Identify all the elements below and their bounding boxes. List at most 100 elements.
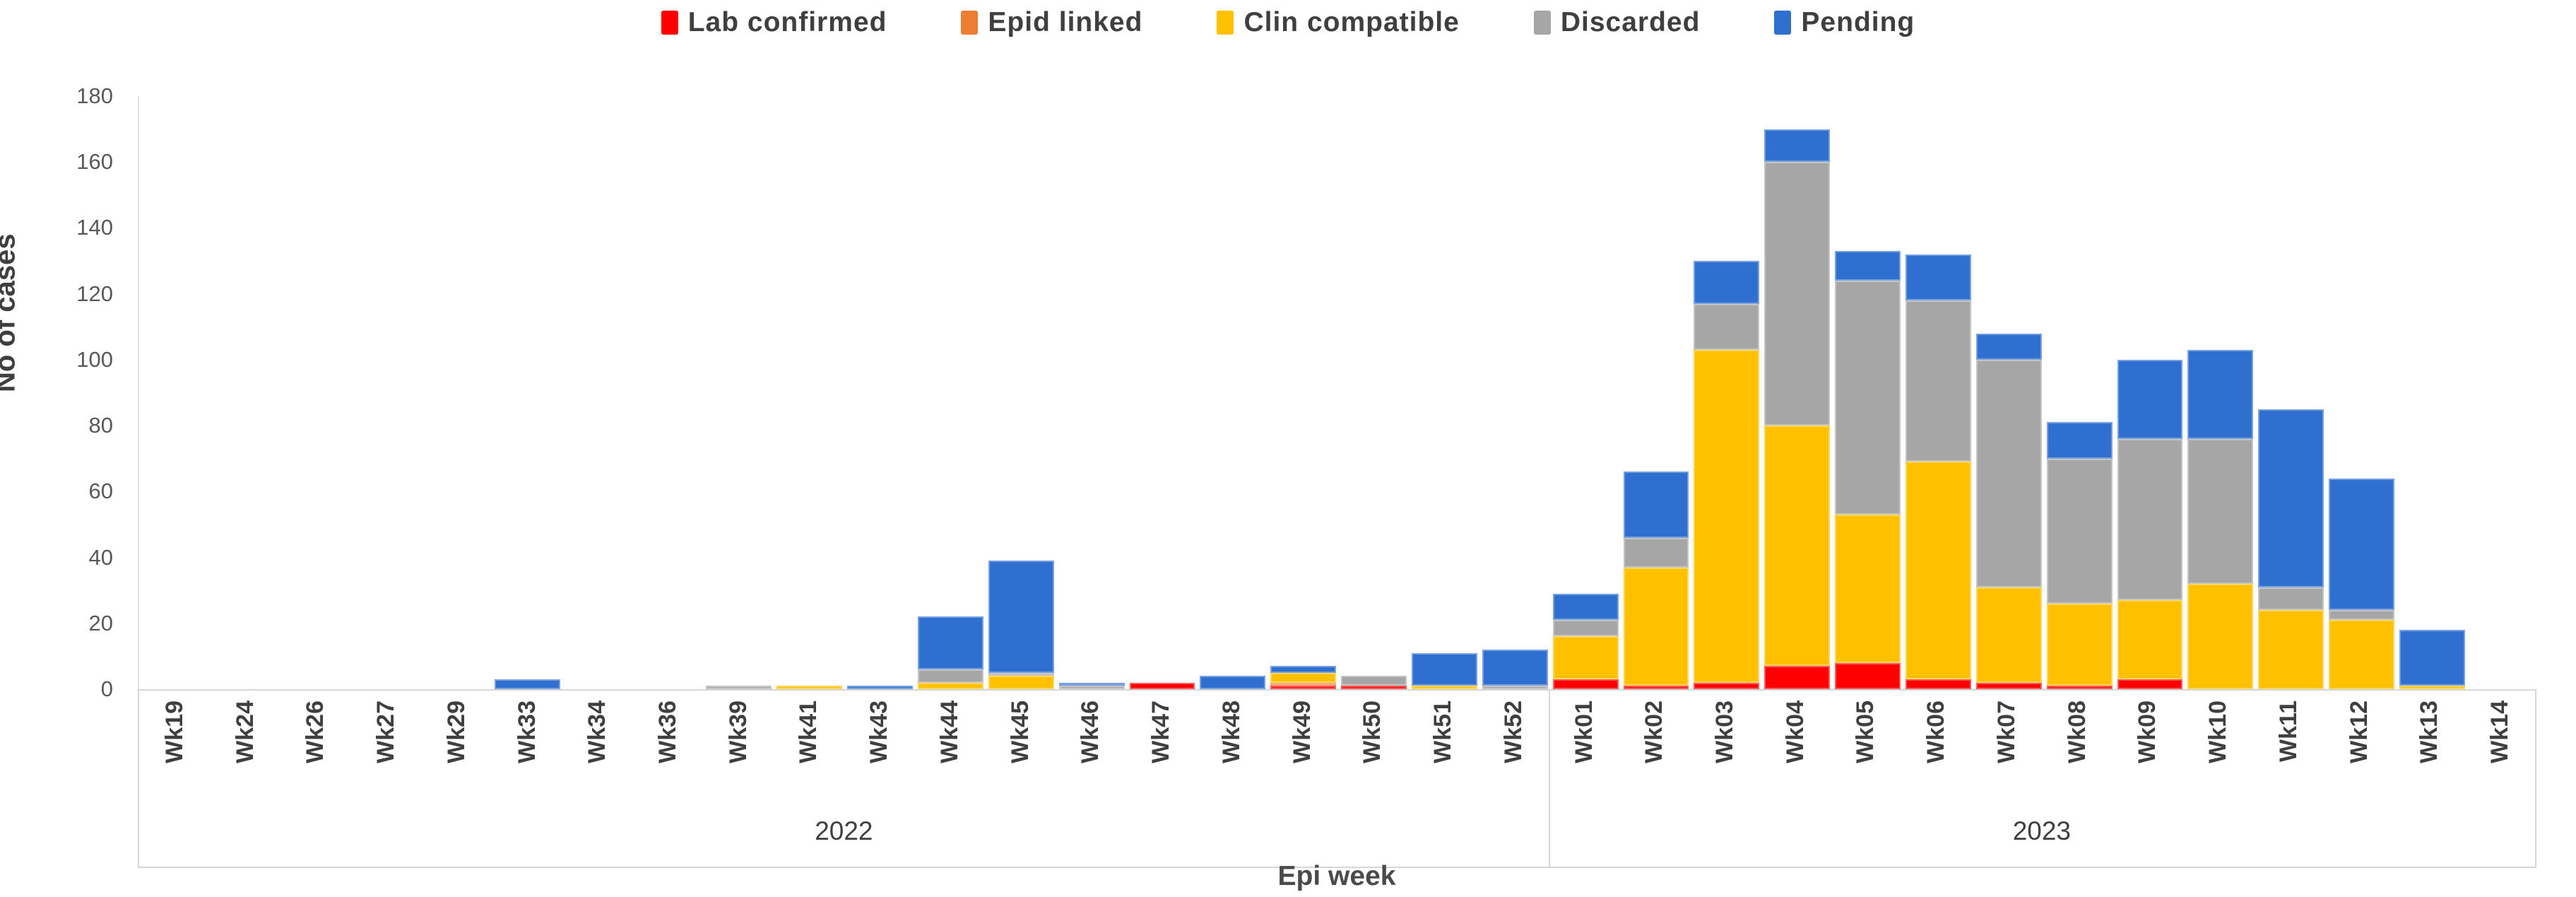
stacked-bar-wk01[interactable] bbox=[1552, 593, 1619, 689]
segment-epid-wk49[interactable] bbox=[1270, 682, 1337, 686]
stacked-bar-wk51[interactable] bbox=[1411, 652, 1477, 689]
segment-pend-wk43[interactable] bbox=[847, 686, 913, 689]
legend-item-epid[interactable]: Epid linked bbox=[961, 7, 1142, 38]
segment-disc-wk46[interactable] bbox=[1058, 686, 1125, 689]
segment-pend-wk48[interactable] bbox=[1200, 676, 1266, 689]
stacked-bar-wk41[interactable] bbox=[776, 686, 843, 689]
segment-clin-wk13[interactable] bbox=[2399, 686, 2465, 689]
stacked-bar-wk07[interactable] bbox=[1975, 333, 2042, 689]
segment-lab-wk01[interactable] bbox=[1552, 679, 1619, 689]
stacked-bar-wk05[interactable] bbox=[1835, 251, 1901, 689]
segment-lab-wk04[interactable] bbox=[1764, 666, 1831, 689]
segment-clin-wk10[interactable] bbox=[2187, 583, 2254, 689]
segment-pend-wk51[interactable] bbox=[1411, 652, 1477, 686]
segment-disc-wk45[interactable] bbox=[988, 672, 1054, 676]
segment-disc-wk12[interactable] bbox=[2329, 610, 2394, 621]
segment-disc-wk05[interactable] bbox=[1835, 281, 1901, 515]
stacked-bar-wk06[interactable] bbox=[1905, 254, 1971, 689]
segment-disc-wk50[interactable] bbox=[1341, 676, 1407, 686]
segment-pend-wk07[interactable] bbox=[1975, 333, 2042, 360]
stacked-bar-wk48[interactable] bbox=[1200, 676, 1266, 689]
segment-disc-wk39[interactable] bbox=[706, 686, 772, 689]
segment-pend-wk45[interactable] bbox=[988, 561, 1054, 673]
segment-pend-wk44[interactable] bbox=[917, 616, 983, 670]
segment-clin-wk03[interactable] bbox=[1694, 349, 1760, 683]
segment-lab-wk06[interactable] bbox=[1905, 679, 1971, 689]
segment-pend-wk13[interactable] bbox=[2399, 630, 2465, 686]
segment-disc-wk07[interactable] bbox=[1975, 359, 2042, 587]
segment-pend-wk01[interactable] bbox=[1552, 593, 1619, 621]
segment-lab-wk02[interactable] bbox=[1623, 686, 1689, 689]
segment-lab-wk08[interactable] bbox=[2046, 686, 2113, 689]
stacked-bar-wk08[interactable] bbox=[2046, 422, 2113, 689]
stacked-bar-wk52[interactable] bbox=[1482, 650, 1548, 689]
segment-clin-wk41[interactable] bbox=[776, 686, 843, 689]
segment-clin-wk01[interactable] bbox=[1552, 636, 1619, 680]
segment-clin-wk06[interactable] bbox=[1905, 462, 1971, 680]
stacked-bar-wk33[interactable] bbox=[494, 679, 560, 689]
segment-clin-wk07[interactable] bbox=[1975, 587, 2042, 683]
segment-clin-wk45[interactable] bbox=[988, 676, 1054, 689]
segment-disc-wk04[interactable] bbox=[1764, 162, 1831, 426]
segment-disc-wk03[interactable] bbox=[1694, 303, 1760, 350]
segment-pend-wk03[interactable] bbox=[1694, 261, 1760, 304]
stacked-bar-wk43[interactable] bbox=[847, 686, 913, 689]
segment-disc-wk10[interactable] bbox=[2187, 438, 2254, 584]
segment-disc-wk09[interactable] bbox=[2117, 438, 2183, 601]
segment-clin-wk02[interactable] bbox=[1623, 567, 1689, 686]
legend-item-clin[interactable]: Clin compatible bbox=[1217, 7, 1459, 38]
segment-pend-wk09[interactable] bbox=[2117, 359, 2183, 439]
segment-pend-wk06[interactable] bbox=[1905, 254, 1971, 301]
segment-pend-wk11[interactable] bbox=[2258, 409, 2324, 587]
stacked-bar-wk02[interactable] bbox=[1623, 471, 1689, 689]
segment-lab-wk47[interactable] bbox=[1129, 682, 1195, 689]
segment-disc-wk02[interactable] bbox=[1623, 537, 1689, 568]
segment-clin-wk11[interactable] bbox=[2258, 610, 2324, 689]
segment-clin-wk04[interactable] bbox=[1764, 426, 1831, 667]
stacked-bar-wk44[interactable] bbox=[917, 616, 983, 689]
stacked-bar-wk13[interactable] bbox=[2399, 630, 2465, 689]
segment-pend-wk49[interactable] bbox=[1270, 666, 1337, 673]
segment-lab-wk05[interactable] bbox=[1835, 662, 1901, 689]
segment-disc-wk08[interactable] bbox=[2046, 458, 2113, 604]
stacked-bar-wk46[interactable] bbox=[1058, 682, 1125, 689]
segment-pend-wk10[interactable] bbox=[2187, 349, 2254, 439]
segment-clin-wk44[interactable] bbox=[917, 682, 983, 689]
segment-pend-wk52[interactable] bbox=[1482, 650, 1548, 686]
segment-disc-wk52[interactable] bbox=[1482, 686, 1548, 689]
stacked-bar-wk03[interactable] bbox=[1694, 261, 1760, 689]
stacked-bar-wk04[interactable] bbox=[1764, 129, 1831, 689]
segment-lab-wk09[interactable] bbox=[2117, 679, 2183, 689]
segment-clin-wk08[interactable] bbox=[2046, 603, 2113, 686]
stacked-bar-wk09[interactable] bbox=[2117, 359, 2183, 689]
segment-clin-wk09[interactable] bbox=[2117, 600, 2183, 680]
segment-clin-wk05[interactable] bbox=[1835, 514, 1901, 663]
segment-disc-wk06[interactable] bbox=[1905, 300, 1971, 462]
stacked-bar-wk39[interactable] bbox=[706, 686, 772, 689]
legend-item-lab[interactable]: Lab confirmed bbox=[661, 7, 887, 38]
segment-lab-wk03[interactable] bbox=[1694, 682, 1760, 689]
segment-lab-wk50[interactable] bbox=[1341, 686, 1407, 689]
segment-lab-wk07[interactable] bbox=[1975, 682, 2042, 689]
stacked-bar-wk11[interactable] bbox=[2258, 409, 2324, 689]
stacked-bar-wk49[interactable] bbox=[1270, 666, 1337, 689]
segment-clin-wk12[interactable] bbox=[2329, 620, 2394, 689]
segment-pend-wk33[interactable] bbox=[494, 679, 560, 689]
stacked-bar-wk47[interactable] bbox=[1129, 682, 1195, 689]
segment-pend-wk08[interactable] bbox=[2046, 422, 2113, 459]
segment-disc-wk11[interactable] bbox=[2258, 587, 2324, 611]
segment-lab-wk49[interactable] bbox=[1270, 686, 1337, 689]
segment-disc-wk01[interactable] bbox=[1552, 620, 1619, 637]
stacked-bar-wk12[interactable] bbox=[2329, 478, 2394, 689]
segment-pend-wk12[interactable] bbox=[2329, 478, 2394, 611]
stacked-bar-wk50[interactable] bbox=[1341, 676, 1407, 689]
segment-pend-wk02[interactable] bbox=[1623, 471, 1689, 538]
stacked-bar-wk10[interactable] bbox=[2187, 349, 2254, 689]
stacked-bar-wk45[interactable] bbox=[988, 561, 1054, 689]
segment-clin-wk49[interactable] bbox=[1270, 672, 1337, 683]
segment-pend-wk05[interactable] bbox=[1835, 251, 1901, 281]
segment-disc-wk44[interactable] bbox=[917, 669, 983, 683]
segment-pend-wk04[interactable] bbox=[1764, 129, 1831, 163]
legend-item-disc[interactable]: Discarded bbox=[1533, 7, 1701, 38]
segment-clin-wk51[interactable] bbox=[1411, 686, 1477, 689]
